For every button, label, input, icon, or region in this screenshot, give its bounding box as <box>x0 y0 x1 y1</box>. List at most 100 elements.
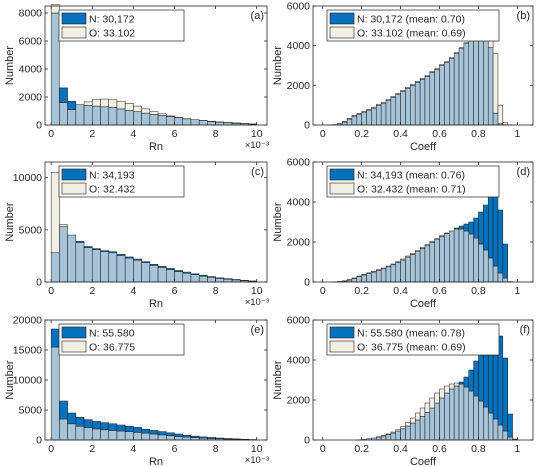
bar-o <box>429 241 435 243</box>
bar-overlap <box>380 102 387 126</box>
bar-overlap <box>439 236 445 283</box>
panel-label: (c) <box>251 166 264 178</box>
bar-overlap <box>380 268 387 283</box>
bar-overlap <box>100 251 109 283</box>
bar-overlap <box>174 436 183 441</box>
bar-overlap <box>487 257 494 283</box>
bar-overlap <box>376 104 382 126</box>
bar-n <box>182 271 192 274</box>
bar-n <box>492 187 499 267</box>
bar-o <box>390 95 396 98</box>
bar-overlap <box>444 62 450 126</box>
bar-o <box>429 71 435 73</box>
bar-overlap <box>390 432 396 441</box>
bar-overlap <box>166 435 175 441</box>
bar-overlap <box>83 105 93 126</box>
x-tick-label: 4 <box>130 443 136 455</box>
x-tick-label: 0.2 <box>354 443 369 455</box>
bar-overlap <box>414 419 421 441</box>
bar-overlap <box>400 428 406 441</box>
bar-overlap <box>133 432 142 441</box>
bar-overlap <box>468 38 474 126</box>
bar-n <box>174 433 183 437</box>
bar-n <box>141 428 151 434</box>
bar-overlap <box>507 436 513 441</box>
x-tick-label: 4 <box>130 285 136 297</box>
bar-o <box>395 261 401 263</box>
bar-overlap <box>215 278 225 283</box>
legend-swatch <box>329 26 355 39</box>
bar-overlap <box>400 259 406 283</box>
bar-o <box>133 105 142 112</box>
bar-n <box>149 430 159 435</box>
y-axis-label: Number <box>4 360 16 399</box>
bar-overlap <box>75 242 85 283</box>
bar-overlap <box>487 47 494 126</box>
x-tick-label: 10 <box>251 285 263 297</box>
bar-n <box>50 328 60 348</box>
y-tick-label: 10000 <box>13 172 42 184</box>
bar-overlap <box>182 436 192 441</box>
y-tick-label: 4000 <box>287 40 311 52</box>
panel-label: (d) <box>517 166 530 178</box>
bar-overlap <box>439 65 445 126</box>
bar-o <box>444 385 450 394</box>
bar-overlap <box>380 435 387 441</box>
x-tick-label: 4 <box>130 128 136 140</box>
bar-overlap <box>414 82 421 126</box>
bar-overlap <box>67 109 77 126</box>
bar-overlap <box>424 76 431 126</box>
bar-overlap <box>376 270 382 283</box>
bar-o <box>492 53 499 114</box>
legend: N: 34,193 (mean: 0.76) O: 32.432 (mean: 0… <box>326 165 500 198</box>
bar-o <box>100 98 109 108</box>
y-tick-label: 2000 <box>287 80 311 92</box>
x-axis-label: Rn <box>149 141 163 153</box>
bar-o <box>434 238 440 240</box>
y-tick-label: 0 <box>304 120 310 132</box>
x-tick-label: 2 <box>89 443 95 455</box>
x-axis-label: Rn <box>149 456 163 467</box>
panel-c: 0 2 4 6 8 10 0 5000 10000 Rn Number ×10⁻³ (c) N: 34,1… <box>4 161 269 310</box>
bar-overlap <box>59 226 68 283</box>
x-tick-label: 6 <box>172 285 178 297</box>
bar-overlap <box>124 257 134 283</box>
bar-overlap <box>449 230 455 283</box>
legend-label: O: 33.102 <box>89 28 135 40</box>
bar-n <box>67 412 77 425</box>
bar-overlap <box>434 402 440 441</box>
bar-overlap <box>198 120 208 126</box>
bar-n <box>124 256 134 259</box>
bar-overlap <box>458 228 465 283</box>
panel-a: 0 2 4 6 8 10 0 2000 4000 6000 8000 Rn Number ×10⁻³ (a)… <box>4 4 269 153</box>
x-tick-label: 0.2 <box>354 128 369 140</box>
bar-o <box>351 115 358 117</box>
bar-overlap <box>346 118 353 126</box>
bar-n <box>487 193 494 259</box>
bar-overlap <box>502 430 508 441</box>
bar-o <box>453 52 460 54</box>
bar-overlap <box>351 115 358 126</box>
bar-n <box>207 437 216 439</box>
bar-n <box>108 423 118 431</box>
bar-overlap <box>182 272 192 283</box>
bar-o <box>497 104 504 125</box>
legend-swatch <box>61 326 87 339</box>
bar-n <box>141 261 151 263</box>
x-tick-label: 10 <box>251 443 263 455</box>
legend-swatch <box>329 326 355 339</box>
y-tick-label: 6000 <box>287 315 311 327</box>
x-tick-label: 0 <box>48 285 54 297</box>
bar-o <box>376 269 382 271</box>
x-tick-label: 0 <box>48 443 54 455</box>
panel-b: 0 0.2 0.4 0.6 0.8 1 0 2000 4000 6000 Coeff Number (b… <box>272 1 534 153</box>
bar-overlap <box>439 397 445 441</box>
bar-overlap <box>371 107 377 126</box>
legend: N: 30,172 O: 33.102 <box>58 9 185 42</box>
bar-overlap <box>141 112 151 126</box>
bar-overlap <box>166 116 175 126</box>
bar-n <box>507 413 513 438</box>
x-tick-label: 1 <box>515 443 521 455</box>
bar-o <box>108 99 118 108</box>
bar-overlap <box>174 117 183 126</box>
